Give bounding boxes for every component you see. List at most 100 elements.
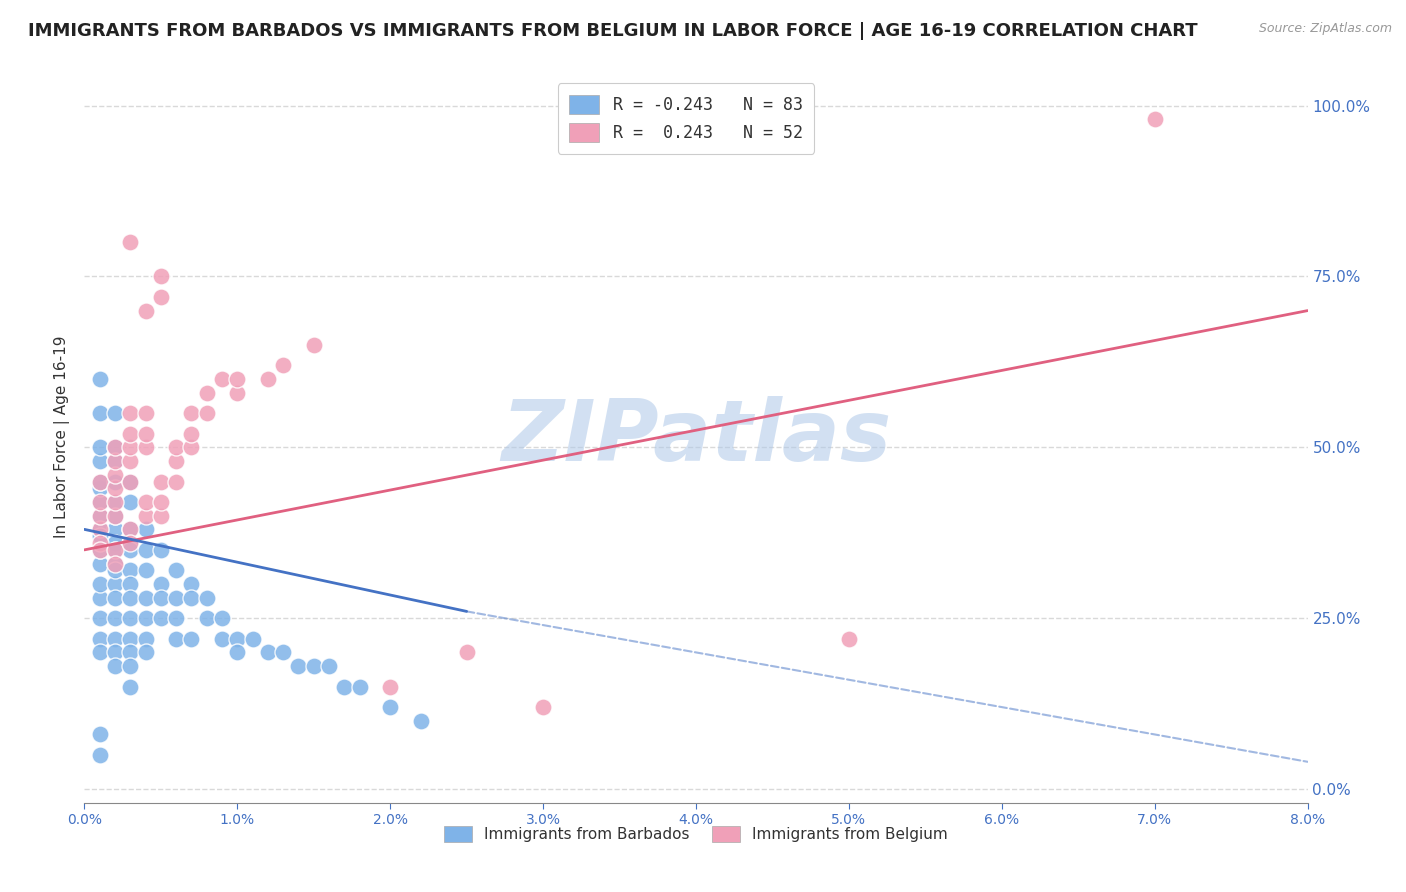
Point <box>120 680 142 694</box>
Point <box>165 591 187 605</box>
Point <box>135 495 157 509</box>
Point <box>195 591 218 605</box>
Point <box>104 495 127 509</box>
Point <box>180 406 202 420</box>
Point <box>104 454 127 468</box>
Point <box>104 406 127 420</box>
Point <box>89 475 111 489</box>
Point <box>104 481 127 495</box>
Point <box>149 577 172 591</box>
Point <box>104 536 127 550</box>
Y-axis label: In Labor Force | Age 16-19: In Labor Force | Age 16-19 <box>55 335 70 539</box>
Point <box>104 542 127 557</box>
Point <box>180 440 202 454</box>
Point <box>89 454 111 468</box>
Point <box>226 385 249 400</box>
Point <box>120 475 142 489</box>
Point <box>89 522 111 536</box>
Point <box>104 440 127 454</box>
Point <box>180 426 202 441</box>
Point <box>120 522 142 536</box>
Point <box>149 269 172 284</box>
Point <box>287 659 309 673</box>
Point <box>120 235 142 250</box>
Point <box>195 406 218 420</box>
Point <box>120 563 142 577</box>
Point <box>135 440 157 454</box>
Point <box>89 591 111 605</box>
Point <box>89 508 111 523</box>
Point <box>89 632 111 646</box>
Point <box>211 611 233 625</box>
Point <box>226 372 249 386</box>
Point <box>120 495 142 509</box>
Point <box>104 475 127 489</box>
Point <box>89 481 111 495</box>
Point <box>89 508 111 523</box>
Point <box>302 338 325 352</box>
Point <box>349 680 371 694</box>
Point <box>135 406 157 420</box>
Point <box>180 577 202 591</box>
Point <box>195 611 218 625</box>
Point <box>149 611 172 625</box>
Point <box>104 454 127 468</box>
Point <box>120 645 142 659</box>
Text: Source: ZipAtlas.com: Source: ZipAtlas.com <box>1258 22 1392 36</box>
Point <box>180 632 202 646</box>
Point <box>120 632 142 646</box>
Point <box>149 591 172 605</box>
Point <box>120 475 142 489</box>
Point <box>135 591 157 605</box>
Point <box>104 659 127 673</box>
Point <box>120 406 142 420</box>
Point <box>271 359 294 373</box>
Point <box>135 611 157 625</box>
Point <box>226 632 249 646</box>
Point <box>120 536 142 550</box>
Point <box>165 454 187 468</box>
Point <box>149 508 172 523</box>
Point <box>318 659 340 673</box>
Point <box>165 563 187 577</box>
Point <box>104 542 127 557</box>
Point <box>135 508 157 523</box>
Point <box>195 385 218 400</box>
Point <box>135 426 157 441</box>
Point <box>165 440 187 454</box>
Point <box>120 454 142 468</box>
Point <box>271 645 294 659</box>
Point <box>409 714 432 728</box>
Point <box>120 577 142 591</box>
Point <box>120 440 142 454</box>
Point <box>380 700 402 714</box>
Point <box>120 659 142 673</box>
Point <box>165 611 187 625</box>
Point <box>1143 112 1166 127</box>
Point <box>120 536 142 550</box>
Point <box>120 611 142 625</box>
Point <box>89 542 111 557</box>
Point <box>89 577 111 591</box>
Point <box>531 700 554 714</box>
Point <box>104 467 127 482</box>
Point <box>838 632 860 646</box>
Point <box>89 529 111 543</box>
Point <box>89 727 111 741</box>
Point <box>257 372 280 386</box>
Point <box>104 557 127 571</box>
Point <box>89 372 111 386</box>
Point <box>211 372 233 386</box>
Text: ZIPatlas: ZIPatlas <box>501 395 891 479</box>
Text: IMMIGRANTS FROM BARBADOS VS IMMIGRANTS FROM BELGIUM IN LABOR FORCE | AGE 16-19 C: IMMIGRANTS FROM BARBADOS VS IMMIGRANTS F… <box>28 22 1198 40</box>
Point <box>302 659 325 673</box>
Point <box>135 522 157 536</box>
Point <box>456 645 478 659</box>
Point <box>104 508 127 523</box>
Point <box>89 645 111 659</box>
Point <box>226 645 249 659</box>
Point <box>104 563 127 577</box>
Point <box>120 426 142 441</box>
Point <box>120 591 142 605</box>
Point <box>149 542 172 557</box>
